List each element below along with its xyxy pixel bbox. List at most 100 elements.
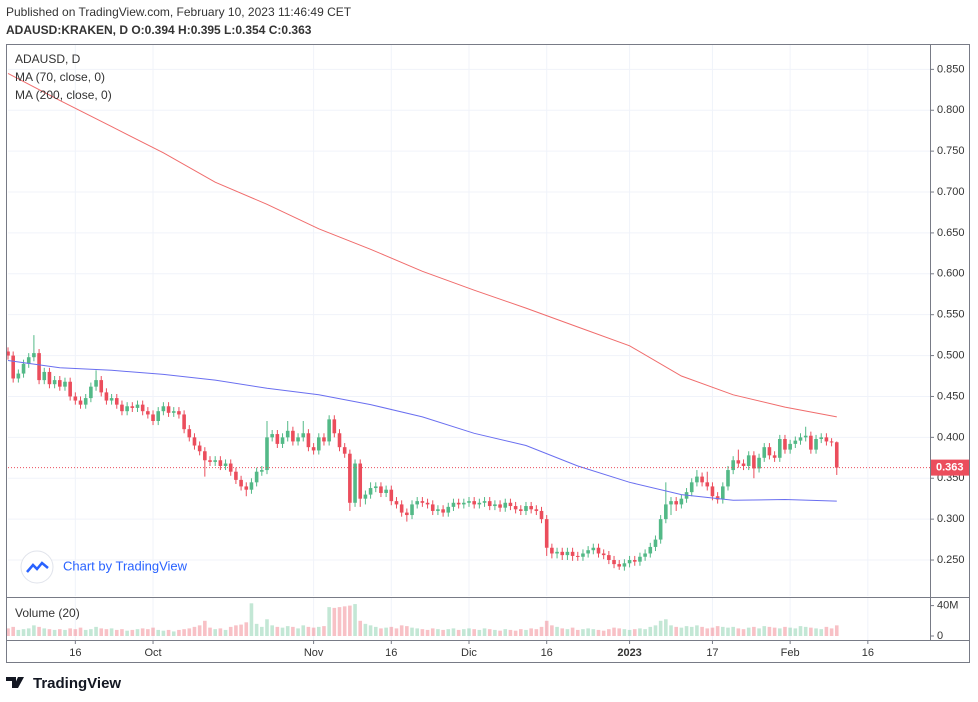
volume-bar [518,629,523,636]
volume-bar [63,629,67,636]
volume-bar [140,628,145,636]
watermark-glyph [26,561,49,573]
candle-body [296,437,300,442]
candle-body [187,429,192,438]
candle-body [140,404,145,412]
volume-bar [493,629,497,636]
volume-bar [803,626,808,636]
candle-body [757,457,761,469]
volume-tick-label: 40M [937,600,958,612]
symbol-legend: ADAUSD:KRAKEN, D O:0.394 H:0.395 L:0.354… [6,23,312,37]
legend-entry: MA (70, close, 0) [15,70,105,84]
candle-body [306,433,311,448]
volume-bar [783,626,787,636]
volume-bar [477,629,482,636]
volume-bar [296,628,300,636]
candle-body [824,437,829,442]
y-tick-label: 0.850 [937,63,965,75]
volume-bar [570,627,575,636]
candle-body [6,351,10,356]
candle-body [130,406,135,408]
candle-body [94,380,98,387]
candle-body [814,438,818,450]
volume-bar [182,629,186,636]
candle-body [560,551,565,556]
candle-body [47,371,52,385]
volume-bar [37,626,41,636]
candle-body [239,479,243,487]
volume-bar [607,629,611,636]
candle-body [777,438,782,458]
candle-body [570,551,575,556]
volume-bar [306,626,311,636]
y-tick-label: 0.550 [937,309,965,321]
footer-text: TradingView [33,675,121,692]
volume-bar [446,629,451,636]
published-note: Published on TradingView.com, February 1… [6,5,352,19]
x-tick-label: 16 [541,647,553,659]
footer-logo: TradingView [6,675,121,692]
candle-body [762,447,767,458]
volume-bar [550,625,554,636]
candle-body [254,471,259,483]
candle-body [332,419,337,434]
candle-body [120,404,124,412]
volume-bar [405,626,409,636]
x-tick-label: Nov [304,647,324,659]
volume-bar [513,630,518,636]
candle-body [555,551,559,554]
candle-body [11,355,15,379]
volume-bar [327,607,331,636]
candle-body [575,555,580,557]
candle-body [161,406,166,412]
volume-bar [223,629,228,636]
volume-bar [689,626,694,636]
volume-bar [658,620,663,636]
volume-bar [793,628,798,636]
volume-bar [394,628,399,636]
candle-body [270,434,274,438]
y-tick-label: 0.700 [937,186,965,198]
candle-body [430,504,435,511]
volume-bar [648,626,653,636]
legend-entry: MA (200, close, 0) [15,88,112,102]
candle-body [539,510,544,520]
y-tick-label: 0.650 [937,227,965,239]
volume-bar [539,626,544,636]
volume-bar [809,627,813,636]
candle-body [788,443,792,450]
volume-bar [829,628,834,636]
volume-bar [653,625,658,636]
y-tick-label: 0.600 [937,268,965,280]
volume-bar [627,629,632,636]
volume-bar [503,629,508,636]
volume-bar [601,630,606,636]
volume-bar [68,628,72,636]
volume-bar [166,629,171,636]
frame [6,44,970,663]
volume-bar [731,626,735,636]
volume-bar [42,628,47,636]
volume-bar [819,629,824,636]
candle-body [316,437,321,451]
volume-bar [643,629,647,636]
volume-bar [695,625,699,636]
x-tick-label: Dic [461,647,477,659]
x-tick-label: 16 [69,647,81,659]
candle-body [446,506,451,513]
volume-bar [280,627,285,636]
volume-bar [342,606,347,636]
candle-body [456,502,461,505]
candle-body [809,435,813,450]
candle-body [752,455,756,469]
volume-bar [777,628,782,636]
candle-body [477,502,482,505]
candle-body [741,463,746,466]
candle-body [166,406,171,413]
candle-body [420,501,425,503]
volume-bar [462,629,466,636]
volume-bar [373,626,378,636]
volume-bar [99,628,104,636]
volume-bar [436,629,440,636]
volume-bar [265,619,269,636]
